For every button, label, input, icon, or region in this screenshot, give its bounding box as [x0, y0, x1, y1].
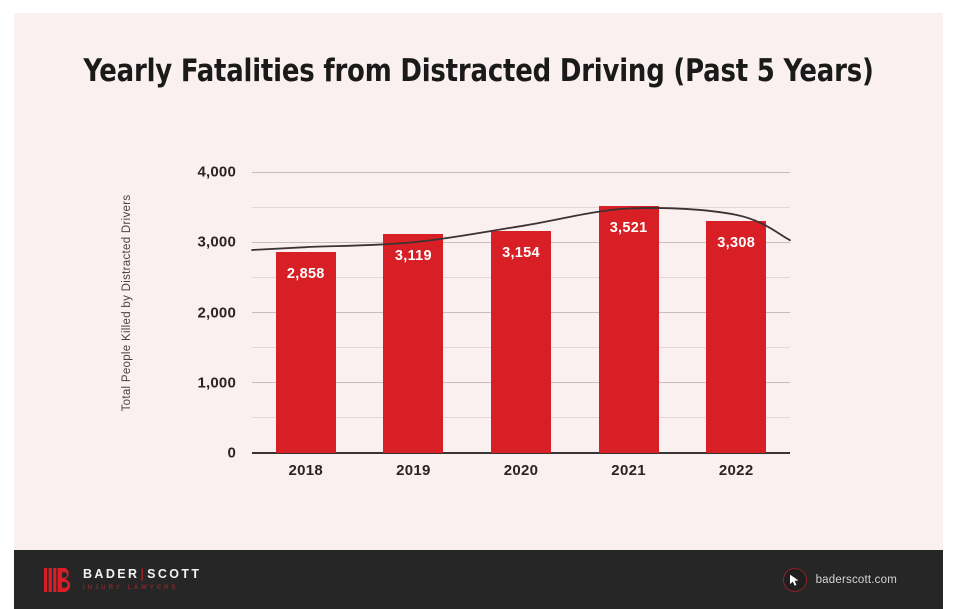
bader-scott-monogram-icon [44, 567, 74, 593]
y-axis-title: Total People Killed by Distracted Driver… [121, 0, 141, 412]
bar-value-label: 2,858 [286, 266, 325, 283]
y-axis-title-label: Total People Killed by Distracted Driver… [121, 194, 133, 412]
brand-text: BADER|SCOTT INJURY LAWYERS [83, 566, 202, 591]
x-axis-tick-label: 2019 [396, 462, 431, 479]
x-axis-tick-label: 2018 [288, 462, 324, 479]
chart-plot-wrapper: Total People Killed by Distracted Driver… [14, 13, 943, 550]
website-link[interactable]: baderscott.com [782, 550, 897, 609]
brand-name-separator: | [140, 566, 147, 581]
x-axis-tick-labels: 2018 2019 2020 2021 2022 [252, 462, 790, 484]
plot-area: 2,858 3,119 3,154 3,521 3,308 [251, 171, 791, 454]
footer-bar: BADER|SCOTT INJURY LAWYERS baderscott.co… [14, 550, 943, 609]
brand-name-first: BADER [83, 566, 140, 581]
cursor-pointer-icon [782, 567, 807, 592]
brand-name: BADER|SCOTT [83, 566, 202, 582]
y-axis-tick-labels: 0 1,000 2,000 3,000 4,000 [174, 13, 236, 550]
gridline [252, 171, 790, 173]
bar: 3,521 [598, 205, 659, 453]
bar-value-label: 3,119 [394, 247, 432, 264]
bar-value-label: 3,521 [609, 219, 648, 236]
brand-logo: BADER|SCOTT INJURY LAWYERS [44, 550, 201, 609]
y-axis-tick-label: 1,000 [197, 374, 236, 392]
y-axis-tick-label: 2,000 [197, 304, 236, 321]
bar-value-label: 3,308 [717, 234, 756, 251]
x-axis-tick-label: 2020 [503, 462, 539, 479]
y-axis-tick-label: 0 [227, 444, 236, 462]
page-title: Yearly Fatalities from Distracted Drivin… [83, 53, 874, 89]
chart-canvas: Yearly Fatalities from Distracted Drivin… [14, 13, 943, 550]
x-axis-tick-label: 2022 [718, 462, 754, 479]
bar: 3,308 [706, 220, 767, 453]
x-axis-tick-label: 2021 [611, 462, 646, 479]
y-axis-tick-label: 4,000 [197, 163, 236, 181]
bar: 3,154 [491, 231, 551, 453]
brand-name-second: SCOTT [147, 566, 202, 581]
gridline [252, 206, 790, 208]
bar: 3,119 [383, 233, 444, 453]
website-url-label: baderscott.com [815, 573, 897, 586]
bar-value-label: 3,154 [502, 245, 540, 262]
brand-tagline: INJURY LAWYERS [83, 584, 179, 591]
bar: 2,858 [275, 252, 336, 453]
y-axis-tick-label: 3,000 [197, 233, 236, 251]
